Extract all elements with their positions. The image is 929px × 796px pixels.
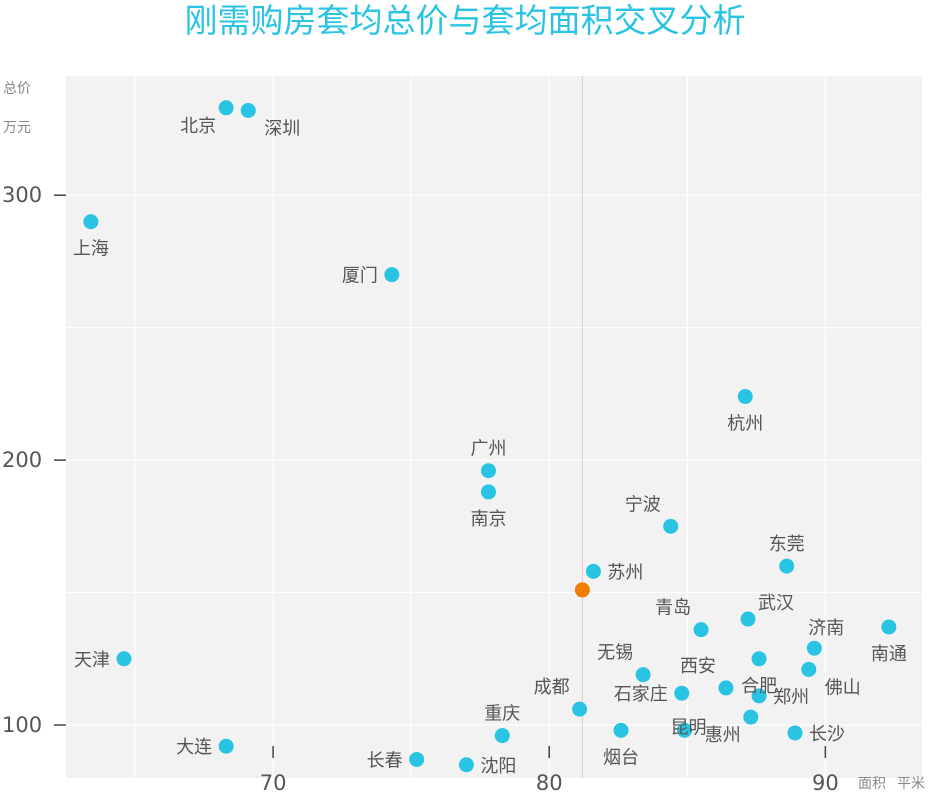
data-point-天津 (116, 651, 132, 667)
point-label-东莞: 东莞 (769, 534, 805, 555)
x-axis-unit-label-2: 平米 (897, 776, 925, 792)
point-label-烟台: 烟台 (603, 747, 639, 768)
point-label-上海: 上海 (73, 239, 109, 260)
data-point-宁波 (663, 518, 679, 534)
point-label-重庆: 重庆 (484, 704, 520, 725)
data-point-北京 (218, 100, 234, 116)
point-label-厦门: 厦门 (342, 266, 378, 287)
y-tick-label: 300 (2, 183, 42, 207)
data-point-昆明 (677, 722, 693, 738)
data-point-西安 (718, 680, 734, 696)
point-label-成都: 成都 (534, 677, 570, 698)
point-label-武汉: 武汉 (758, 593, 794, 614)
data-point-青岛 (693, 622, 709, 638)
point-label-沈阳: 沈阳 (480, 756, 516, 777)
x-tick-label: 70 (260, 771, 287, 795)
point-label-杭州: 杭州 (727, 414, 763, 435)
data-point-东莞 (779, 558, 795, 574)
point-label-南京: 南京 (470, 509, 506, 530)
point-label-青岛: 青岛 (655, 598, 691, 619)
data-point-上海 (83, 214, 99, 230)
data-point-石家庄 (674, 685, 690, 701)
average-point (574, 582, 590, 598)
point-label-昆明: 昆明 (671, 717, 707, 738)
data-point-郑州 (751, 688, 767, 704)
data-point-合肥 (751, 651, 767, 667)
data-point-长沙 (787, 725, 803, 741)
data-point-大连 (218, 738, 234, 754)
point-label-西安: 西安 (680, 656, 716, 677)
point-label-长春: 长春 (367, 750, 403, 771)
data-point-成都 (572, 701, 588, 717)
data-point-长春 (409, 751, 425, 767)
point-label-南通: 南通 (871, 644, 907, 665)
point-label-苏州: 苏州 (607, 562, 643, 583)
data-point-惠州 (743, 709, 759, 725)
point-label-深圳: 深圳 (264, 118, 300, 139)
x-axis-unit-label-1: 面积 (858, 776, 886, 792)
point-label-惠州: 惠州 (705, 725, 741, 746)
chart-title: 刚需购房套均总价与套均面积交叉分析 (185, 1, 746, 40)
plot-area (66, 76, 922, 778)
data-point-烟台 (613, 722, 629, 738)
point-label-石家庄: 石家庄 (614, 684, 668, 705)
data-point-无锡 (635, 667, 651, 683)
y-axis-unit-label-2: 万元 (3, 120, 31, 136)
y-tick-label: 200 (2, 448, 42, 472)
data-point-南京 (480, 484, 496, 500)
x-tick-label: 80 (536, 771, 563, 795)
data-point-沈阳 (458, 757, 474, 773)
data-point-济南 (806, 640, 822, 656)
point-label-济南: 济南 (808, 618, 844, 639)
data-point-杭州 (737, 389, 753, 405)
y-axis-unit-label-1: 总价 (3, 81, 31, 97)
point-label-合肥: 合肥 (741, 676, 777, 697)
y-tick-label: 100 (2, 713, 42, 737)
axes: 100 200 300 70 80 90 (2, 183, 839, 795)
point-label-宁波: 宁波 (625, 494, 661, 515)
grid-lines (66, 76, 922, 778)
data-point-佛山 (801, 661, 817, 677)
point-label-佛山: 佛山 (825, 677, 861, 698)
x-tick-label: 90 (812, 771, 839, 795)
data-points (83, 100, 897, 773)
point-label-广州: 广州 (470, 439, 506, 460)
point-label-天津: 天津 (74, 650, 110, 671)
data-point-深圳 (240, 102, 256, 118)
point-label-大连: 大连 (176, 737, 212, 758)
data-point-南通 (881, 619, 897, 635)
point-label-长沙: 长沙 (809, 724, 845, 745)
point-label-郑州: 郑州 (773, 687, 809, 708)
data-point-武汉 (740, 611, 756, 627)
data-point-苏州 (585, 563, 601, 579)
point-label-无锡: 无锡 (597, 643, 633, 664)
data-point-厦门 (384, 267, 400, 283)
data-point-重庆 (494, 728, 510, 744)
data-point-广州 (480, 463, 496, 479)
point-label-北京: 北京 (180, 116, 216, 137)
